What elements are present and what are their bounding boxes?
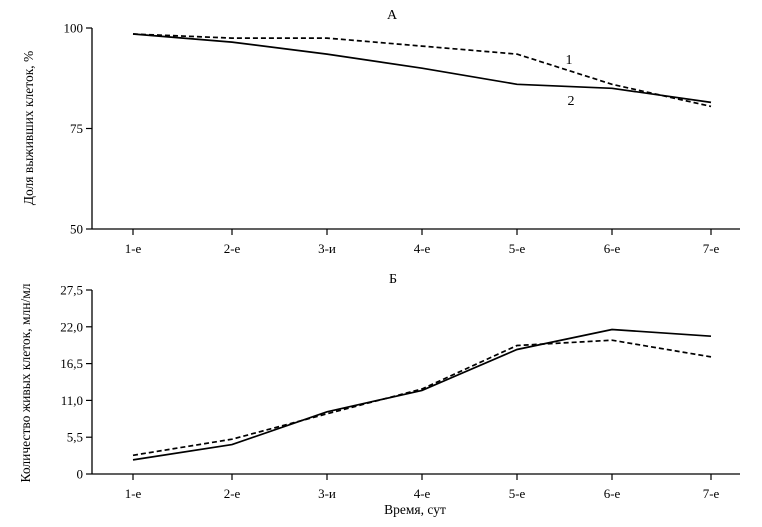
panel-b-y-tick-label: 0	[77, 467, 84, 482]
panel-b-x-tick-label: 5-е	[509, 486, 526, 501]
panel-b-x-tick-label: 2-е	[224, 486, 241, 501]
panel-b-x-tick-label: 4-е	[414, 486, 431, 501]
panel-b-chart: Б Количество живых клеток, млн/мл 0 5,5 11…	[18, 272, 740, 517]
panel-b-y-tick-label: 27,5	[60, 283, 83, 298]
panel-a-y-axis-label: Доля выживших клеток, %	[21, 51, 36, 206]
panel-a-x-tick-label: 3-и	[318, 241, 336, 256]
panel-a-x-tick-label: 6-е	[604, 241, 621, 256]
panel-a-chart: А Доля выживших клеток, % 50 75 100 1-е 2-е 3…	[21, 8, 740, 256]
panel-b-y-tick-label: 22,0	[60, 319, 83, 334]
panel-b-y-axis-label: Количество живых клеток, млн/мл	[18, 283, 33, 482]
panel-a-x-tick-label: 5-е	[509, 241, 526, 256]
panel-b-x-axis-label: Время, сут	[384, 502, 446, 517]
panel-b-x-tick-label: 1-е	[125, 486, 142, 501]
panel-a-x-tick-label: 1-е	[125, 241, 142, 256]
panel-a-y-tick-label: 50	[70, 222, 83, 237]
panel-b-x-tick-label: 6-е	[604, 486, 621, 501]
panel-a-x-tick-label: 4-е	[414, 241, 431, 256]
panel-b-x-tick-label: 7-е	[703, 486, 720, 501]
panel-a-series-1-line	[132, 33, 712, 108]
panel-a-title: А	[387, 8, 398, 23]
panel-b-y-tick-label: 5,5	[67, 430, 83, 445]
panel-a-y-tick-label: 100	[64, 21, 84, 36]
panel-a-series-label-2: 2	[568, 94, 575, 109]
panel-a-x-tick-label: 2-е	[224, 241, 241, 256]
panel-a-series-2-line	[132, 33, 712, 104]
panel-b-series-2-line	[132, 328, 712, 461]
panel-b-series-1-line	[132, 339, 712, 457]
panel-b-title: Б	[389, 272, 397, 287]
panel-a-series-label-1: 1	[566, 53, 573, 68]
panel-b-y-tick-label: 11,0	[61, 393, 83, 408]
panel-a-y-tick-label: 75	[70, 121, 83, 136]
panel-a-x-tick-label: 7-е	[703, 241, 720, 256]
panel-b-marks: 0 5,5 11,0 16,5 22,0 27,5 1-е 2-е 3-и 4-е 5-е 6-е 7-…	[60, 283, 719, 502]
panel-b-y-tick-label: 16,5	[60, 356, 83, 371]
panel-b-x-tick-label: 3-и	[318, 486, 336, 501]
panel-a-marks: 50 75 100 1-е 2-е 3-и 4-е 5-е 6-е 7-е 1 2	[64, 21, 720, 257]
